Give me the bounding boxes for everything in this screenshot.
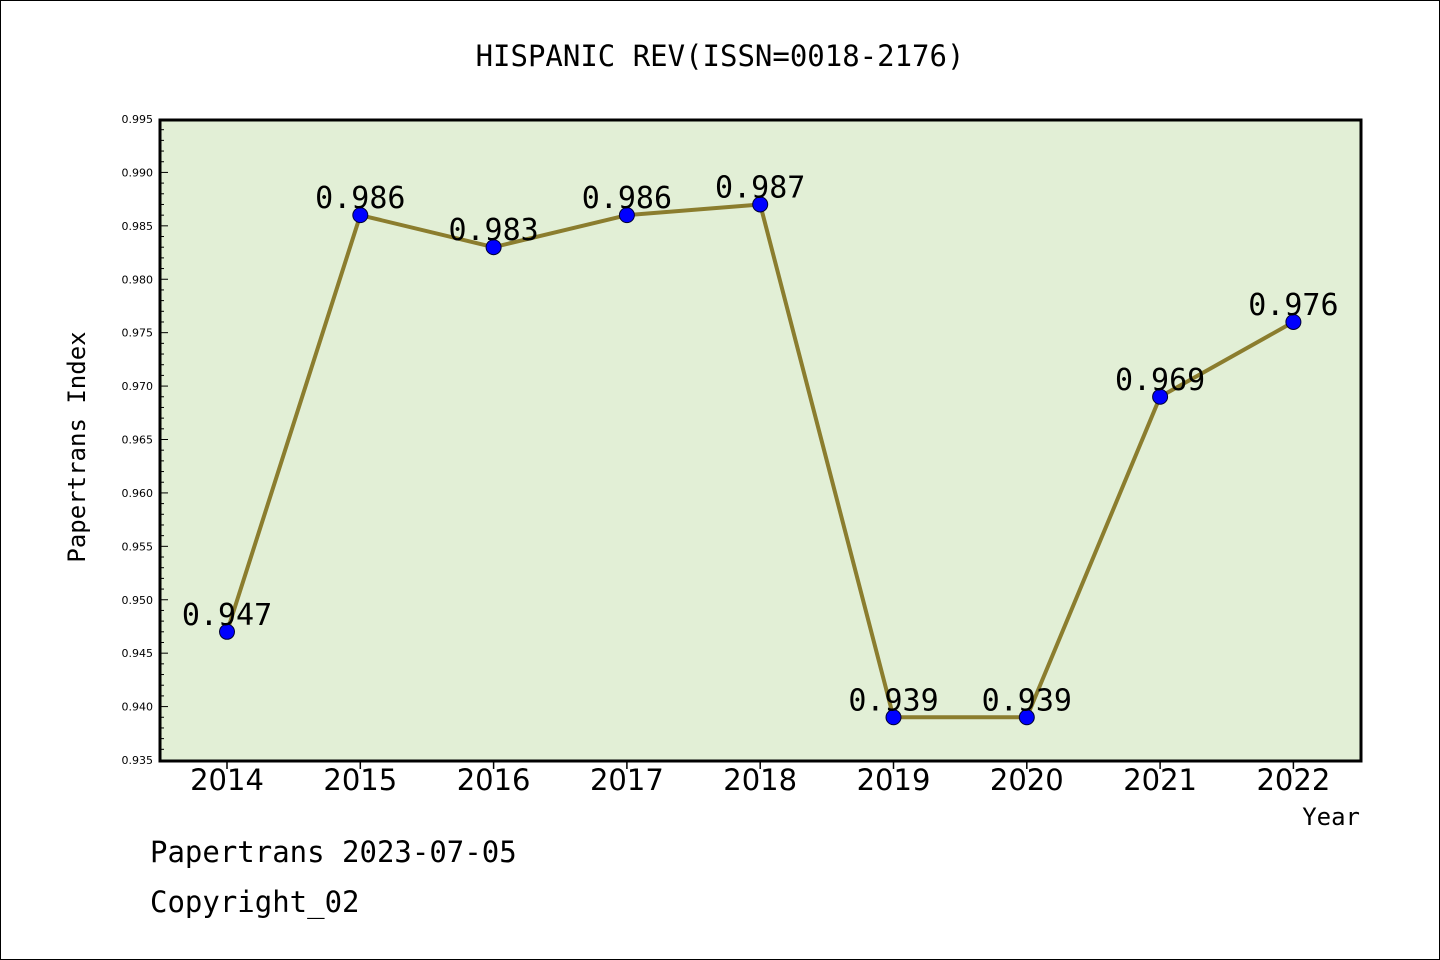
x-tick-label: 2021 <box>1123 763 1197 797</box>
data-point <box>1152 388 1169 405</box>
series-group <box>219 196 1302 726</box>
data-point <box>352 207 369 224</box>
y-tick-label: 0.950 <box>122 594 154 607</box>
y-tick-label: 0.970 <box>122 380 154 393</box>
data-point <box>752 196 769 213</box>
data-label: 0.939 <box>982 683 1072 718</box>
data-label: 0.986 <box>315 181 405 216</box>
y-tick-label: 0.985 <box>122 220 154 233</box>
footer-date: Papertrans 2023-07-05 <box>150 835 517 869</box>
y-tick-label: 0.935 <box>122 754 154 767</box>
x-tick-label: 2014 <box>190 763 264 797</box>
chart-title: HISPANIC REV(ISSN=0018-2176) <box>476 39 965 73</box>
y-tick-label: 0.940 <box>122 701 154 714</box>
y-axis-label: Papertrans Index <box>63 331 91 562</box>
data-point <box>885 709 902 726</box>
data-point <box>1018 709 1035 726</box>
x-tick-label: 2015 <box>323 763 397 797</box>
data-label: 0.976 <box>1248 288 1338 323</box>
data-label: 0.947 <box>182 598 272 633</box>
x-axis-label: Year <box>1302 803 1360 831</box>
plot-area <box>158 118 1363 763</box>
data-point <box>219 623 235 640</box>
data-point <box>485 239 502 256</box>
data-label: 0.969 <box>1115 363 1205 398</box>
x-tick-label: 2022 <box>1256 763 1330 797</box>
x-tick-label: 2017 <box>590 763 664 797</box>
y-tick-label: 0.975 <box>122 327 154 340</box>
y-tick-label: 0.980 <box>122 273 154 286</box>
y-tick-label: 0.965 <box>122 434 154 447</box>
x-axis: 2014 2015 2016 2017 2018 2019 2020 2021 2022 <box>190 761 1330 797</box>
y-tick-label: 0.960 <box>122 487 154 500</box>
footer-copyright: Copyright_02 <box>150 885 360 919</box>
data-point <box>1285 313 1302 330</box>
data-label: 0.939 <box>848 683 938 718</box>
x-tick-label: 2016 <box>457 763 531 797</box>
y-tick-label: 0.995 <box>122 113 154 126</box>
x-tick-label: 2019 <box>857 763 931 797</box>
y-tick-label: 0.990 <box>122 166 154 179</box>
y-axis: 0.935 0.940 0.945 0.950 0.955 0.960 0.965 0.970… <box>122 113 168 767</box>
y-tick-label: 0.955 <box>122 540 154 553</box>
x-tick-label: 2020 <box>990 763 1064 797</box>
data-label: 0.987 <box>715 170 805 205</box>
y-tick-label: 0.945 <box>122 647 154 660</box>
x-tick-label: 2018 <box>723 763 797 797</box>
data-point <box>618 207 635 224</box>
data-label: 0.983 <box>448 213 538 248</box>
data-labels: 0.947 0.986 0.983 0.986 0.987 0.939 0.939 0.969… <box>182 170 1339 718</box>
data-label: 0.986 <box>582 181 672 216</box>
